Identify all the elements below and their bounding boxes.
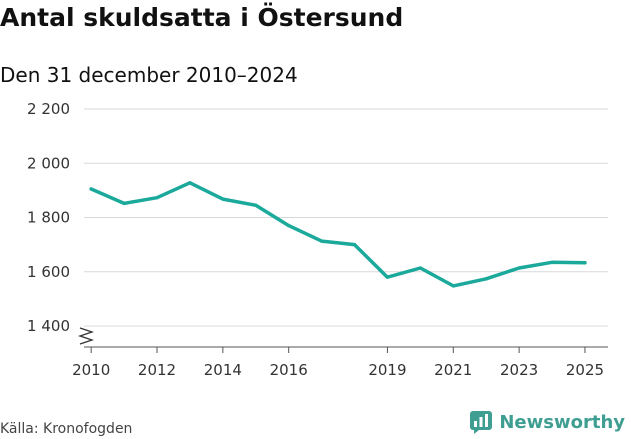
chart-subtitle: Den 31 december 2010–2024: [0, 63, 298, 87]
chart-title: Antal skuldsatta i Östersund: [0, 3, 404, 32]
data-point: [352, 243, 357, 247]
x-tick-label: 2014: [204, 361, 242, 379]
brand-name: Newsworthy: [499, 411, 625, 433]
data-point: [517, 266, 521, 270]
source-note: Källa: Kronofogden: [0, 421, 133, 437]
newsworthy-logo: Newsworthy: [469, 410, 625, 434]
series-layer: [89, 181, 587, 288]
x-tick-label: 2025: [566, 361, 604, 379]
data-point: [484, 277, 488, 281]
data-point: [550, 260, 554, 264]
data-point: [155, 196, 159, 200]
x-tick-label: 2016: [270, 361, 308, 379]
data-point: [89, 187, 93, 191]
data-point: [385, 275, 390, 279]
line-chart: 1 400 1 600 1 800 2 000 2 200 2010 2012 2014 201…: [27, 100, 608, 379]
x-tick-label: 2010: [72, 361, 110, 379]
y-tick-label: 1 400: [27, 317, 70, 335]
bar-chart-icon: [470, 411, 493, 434]
y-tick-label: 1 600: [27, 263, 70, 281]
axis-break-icon: [77, 327, 95, 345]
x-tick-label: 2012: [138, 361, 176, 379]
data-point: [254, 203, 258, 207]
x-tick-label: 2023: [500, 361, 538, 379]
data-point: [221, 197, 225, 201]
gridlines: [84, 108, 608, 327]
data-point: [122, 201, 126, 205]
data-point: [451, 284, 455, 288]
x-tick-label: 2019: [368, 361, 406, 379]
y-tick-label: 2 200: [27, 100, 70, 118]
data-point: [287, 224, 291, 228]
y-tick-label: 2 000: [27, 154, 70, 172]
data-point: [418, 266, 422, 270]
y-tick-label: 1 800: [27, 209, 70, 227]
x-tick-label: 2021: [434, 361, 472, 379]
axes: 1 400 1 600 1 800 2 000 2 200 2010 2012 2014 201…: [27, 100, 608, 379]
data-point: [320, 239, 324, 243]
series-line: [89, 181, 587, 288]
data-point: [188, 181, 192, 185]
data-point: [583, 261, 587, 265]
